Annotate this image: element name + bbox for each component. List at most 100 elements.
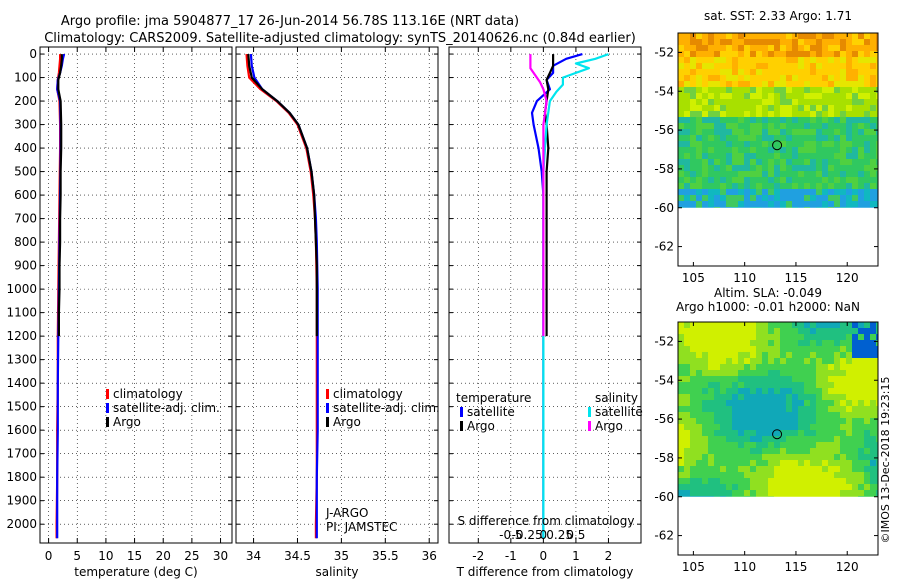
- map-cell: [720, 334, 726, 340]
- map-cell: [720, 448, 726, 454]
- map-cell: [798, 346, 804, 352]
- map-cell: [696, 388, 702, 394]
- map-cell: [798, 478, 804, 484]
- map-cell: [798, 147, 804, 153]
- lon-tick-label: 105: [682, 560, 705, 574]
- map-cell: [768, 466, 774, 472]
- map-cell: [852, 496, 858, 497]
- map-cell: [768, 153, 774, 159]
- map-cell: [810, 340, 816, 346]
- map-cell: [702, 448, 708, 454]
- map-cell: [786, 153, 792, 159]
- map-cell: [816, 33, 822, 39]
- map-cell: [780, 430, 786, 436]
- map-cell: [804, 81, 810, 87]
- map-cell: [792, 334, 798, 340]
- map-cell: [756, 45, 762, 51]
- map-cell: [732, 51, 738, 57]
- map-cell: [696, 406, 702, 412]
- map-cell: [816, 496, 822, 497]
- map-cell: [762, 388, 768, 394]
- map-cell: [768, 117, 774, 123]
- map-cell: [834, 177, 840, 183]
- map-cell: [762, 454, 768, 460]
- map-cell: [726, 448, 732, 454]
- map-cell: [684, 189, 690, 195]
- map-cell: [768, 496, 774, 497]
- plot-frame: [39, 46, 233, 544]
- map-cell: [756, 135, 762, 141]
- map-cell: [756, 460, 762, 466]
- map-cell: [768, 129, 774, 135]
- map-cell: [786, 39, 792, 45]
- map-cell: [756, 147, 762, 153]
- map-cell: [720, 484, 726, 490]
- map-cell: [870, 424, 876, 430]
- map-cell: [726, 93, 732, 99]
- map-cell: [834, 153, 840, 159]
- depth-tick-label: 300: [14, 118, 37, 132]
- map-cell: [870, 400, 876, 406]
- header-line-2: Climatology: CARS2009. Satellite-adjuste…: [44, 31, 636, 46]
- map-cell: [804, 490, 810, 496]
- top-tick-label: 0.5: [566, 528, 585, 542]
- map-cell: [804, 322, 810, 328]
- map-cell: [768, 460, 774, 466]
- map-cell: [816, 406, 822, 412]
- map-cell: [726, 400, 732, 406]
- map-cell: [726, 328, 732, 334]
- map-cell: [810, 472, 816, 478]
- map-cell: [762, 376, 768, 382]
- map-cell: [696, 484, 702, 490]
- map-cell: [780, 81, 786, 87]
- map-cell: [834, 141, 840, 147]
- map-cell: [756, 69, 762, 75]
- map-cell: [684, 147, 690, 153]
- map-cell: [864, 340, 870, 346]
- lon-tick-label: 110: [733, 560, 756, 574]
- map-cell: [852, 418, 858, 424]
- map-cell: [840, 105, 846, 111]
- map-cell: [876, 370, 878, 376]
- map-cell: [834, 87, 840, 93]
- map-cell: [774, 460, 780, 466]
- map-cell: [822, 141, 828, 147]
- map-cell: [702, 123, 708, 129]
- map-cell: [834, 424, 840, 430]
- map-cell: [756, 364, 762, 370]
- map-cell: [852, 382, 858, 388]
- map-cell: [828, 382, 834, 388]
- map-cell: [708, 195, 714, 201]
- map-cell: [858, 466, 864, 472]
- map-cell: [780, 388, 786, 394]
- map-cell: [834, 105, 840, 111]
- map-cell: [834, 183, 840, 189]
- depth-tick-label: 900: [14, 259, 37, 273]
- map-cell: [816, 183, 822, 189]
- map-cell: [762, 412, 768, 418]
- map-cell: [804, 141, 810, 147]
- map-cell: [828, 165, 834, 171]
- map-cell: [690, 63, 696, 69]
- map-cell: [870, 430, 876, 436]
- map-cell: [756, 33, 762, 39]
- lat-tick-label: -60: [654, 201, 674, 215]
- map-cell: [858, 159, 864, 165]
- map-cell: [858, 75, 864, 81]
- map-cell: [690, 466, 696, 472]
- map-cell: [690, 448, 696, 454]
- map-cell: [816, 328, 822, 334]
- map-cell: [840, 442, 846, 448]
- map-cell: [786, 33, 792, 39]
- map-cell: [708, 430, 714, 436]
- map-cell: [834, 340, 840, 346]
- map-cell: [726, 159, 732, 165]
- map-cell: [774, 364, 780, 370]
- map-cell: [714, 87, 720, 93]
- map-cell: [828, 418, 834, 424]
- map-cell: [792, 364, 798, 370]
- map-cell: [696, 177, 702, 183]
- map-cell: [678, 454, 684, 460]
- map-cell: [684, 45, 690, 51]
- map-cell: [852, 388, 858, 394]
